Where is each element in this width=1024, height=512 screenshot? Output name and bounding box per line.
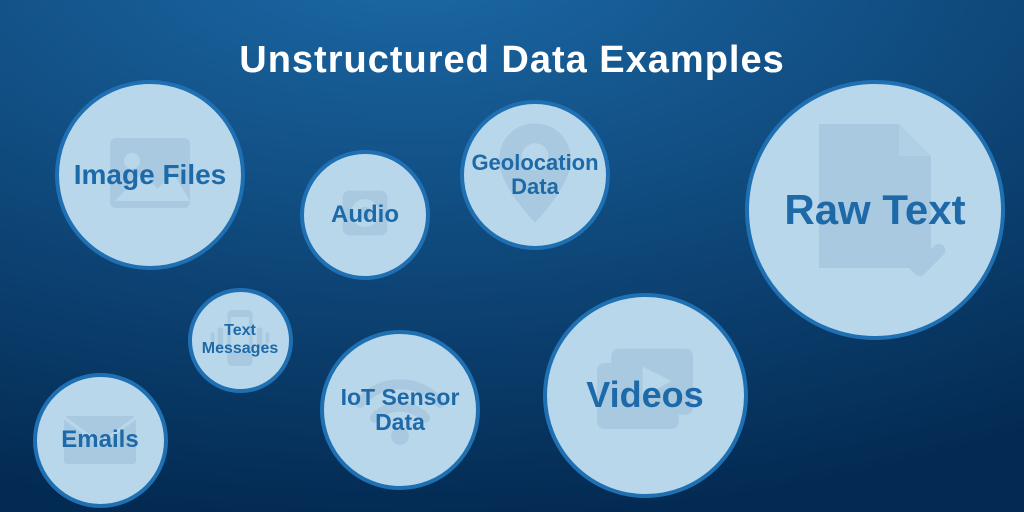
bubble-label: Text Messages — [202, 322, 279, 357]
bubble-raw-text: Raw Text — [745, 80, 1005, 340]
bubble-geolocation-data: Geolocation Data — [460, 100, 610, 250]
bubble-label: Emails — [61, 427, 138, 453]
bubble-label: Raw Text — [784, 187, 965, 233]
bubble-audio: Audio — [300, 150, 430, 280]
bubble-iot-sensor-data: IoT Sensor Data — [320, 330, 480, 490]
bubble-label: Videos — [586, 375, 703, 415]
bubble-videos: Videos — [543, 293, 748, 498]
bubble-label: Audio — [331, 202, 399, 228]
bubble-image-files: Image Files — [55, 80, 245, 270]
bubble-label: Image Files — [74, 160, 227, 191]
bubble-label: IoT Sensor Data — [341, 385, 460, 436]
bubble-label: Geolocation Data — [471, 151, 598, 199]
bubble-text-messages: Text Messages — [188, 288, 293, 393]
infographic-stage: Unstructured Data Examples Image Files A… — [0, 0, 1024, 512]
page-title: Unstructured Data Examples — [0, 39, 1024, 82]
bubble-emails: Emails — [33, 373, 168, 508]
